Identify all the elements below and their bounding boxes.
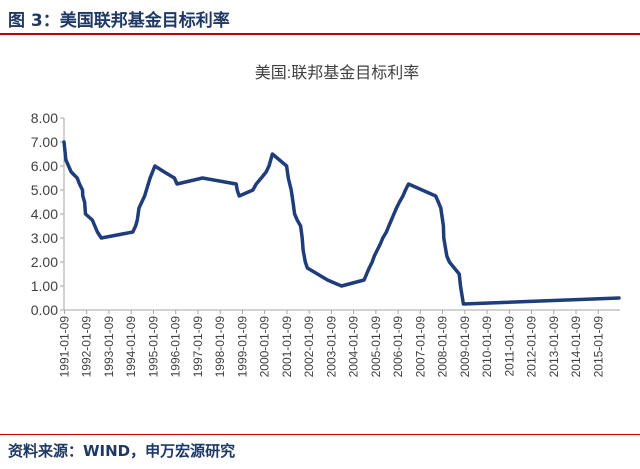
x-tick-label: 1997-01-09 — [191, 316, 205, 378]
x-tick-label: 1999-01-09 — [235, 316, 249, 378]
source-divider — [0, 434, 640, 435]
x-tick-label: 2000-01-09 — [258, 316, 272, 378]
y-tick-label: 2.00 — [31, 254, 58, 270]
x-tick-label: 2006-01-09 — [391, 316, 405, 378]
x-tick-label: 1993-01-09 — [102, 316, 116, 378]
chart-title: 美国:联邦基金目标利率 — [255, 64, 419, 82]
header-divider — [0, 33, 640, 35]
x-tick-label: 2008-01-09 — [436, 316, 450, 378]
x-tick-label: 2010-01-09 — [480, 316, 494, 378]
y-tick-label: 6.00 — [31, 158, 58, 174]
y-tick-label: 0.00 — [31, 302, 58, 318]
x-tick-label: 1994-01-09 — [124, 316, 138, 378]
axes: 0.00 1.00 2.00 3.00 4.00 5.00 6.00 7.00 8.00 1991… — [31, 110, 620, 377]
x-tick-label: 2007-01-09 — [413, 316, 427, 378]
x-tick-label: 2001-01-09 — [280, 316, 294, 378]
y-tick-label: 3.00 — [31, 230, 58, 246]
x-tick-label: 1998-01-09 — [213, 316, 227, 378]
figure-title: 图 3：美国联邦基金目标利率 — [8, 11, 230, 31]
y-tick-label: 8.00 — [31, 110, 58, 126]
x-tick-label: 2012-01-09 — [525, 316, 539, 378]
y-tick-label: 4.00 — [31, 206, 58, 222]
series-line — [62, 140, 621, 306]
x-tick-label: 2002-01-09 — [302, 316, 316, 378]
x-tick-label: 2013-01-09 — [547, 316, 561, 378]
y-tick-label: 1.00 — [31, 278, 58, 294]
x-tick-label: 2011-01-09 — [502, 316, 516, 377]
x-tick-label: 2005-01-09 — [369, 316, 383, 378]
y-tick-label: 7.00 — [31, 134, 58, 150]
x-tick-label: 2015-01-09 — [591, 316, 605, 378]
source-note: 资料来源：WIND，申万宏源研究 — [8, 442, 236, 460]
line-chart: 美国:联邦基金目标利率 0.00 1.00 2.00 3.00 4.00 5.00 6.00… — [31, 64, 621, 377]
x-tick-label: 2014-01-09 — [569, 316, 583, 378]
x-tick-label: 2009-01-09 — [458, 316, 472, 378]
x-tick-label: 1995-01-09 — [146, 316, 160, 378]
x-tick-label: 1996-01-09 — [169, 316, 183, 378]
x-tick-label: 2003-01-09 — [324, 316, 338, 378]
y-tick-label: 5.00 — [31, 182, 58, 198]
x-tick-label: 1991-01-09 — [58, 316, 72, 378]
figure-header: 图 3：美国联邦基金目标利率 — [0, 0, 640, 35]
x-tick-label: 2004-01-09 — [347, 316, 361, 378]
series-marks — [62, 140, 621, 306]
x-tick-label: 1992-01-09 — [80, 316, 94, 378]
